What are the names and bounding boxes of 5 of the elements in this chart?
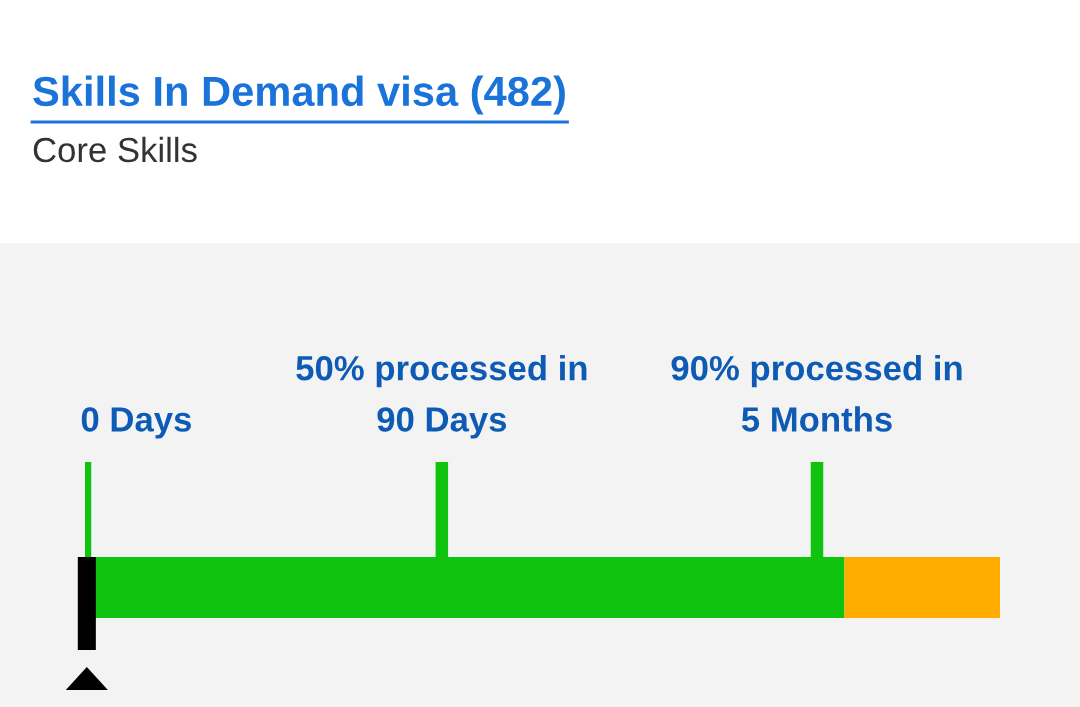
ref-line-label: 90% processed in 5 Months: [671, 354, 962, 432]
chart-subtitle: Core Skills: [33, 136, 197, 163]
chart-title: Skills In Demand visa (482): [33, 75, 565, 115]
ref-line-label: 0 Days: [81, 407, 191, 439]
ref-line-label: 50% processed in 90 Days: [296, 354, 587, 439]
